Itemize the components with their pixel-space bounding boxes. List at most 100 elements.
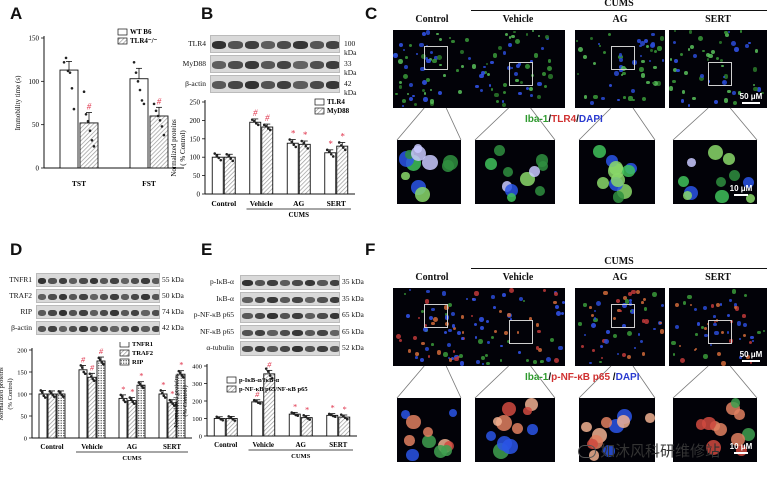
- cell-marker: [680, 357, 686, 363]
- blot-band: [38, 294, 47, 301]
- scale-bar-label: 10 μM: [729, 442, 753, 451]
- data-point: [138, 88, 142, 92]
- blot-band: [325, 81, 339, 89]
- cell-marker: [427, 355, 431, 358]
- data-point: [83, 372, 87, 376]
- blot-band: [293, 81, 308, 89]
- cell-marker: [401, 409, 411, 419]
- cell-marker: [641, 319, 646, 323]
- group-label: CUMS: [291, 453, 311, 460]
- micrograph-overview: [669, 288, 767, 366]
- cell-marker: [578, 322, 582, 326]
- cell-marker: [622, 295, 627, 300]
- cell-marker: [714, 422, 728, 436]
- scale-bar-label: 50 μM: [739, 350, 763, 359]
- cell-marker: [425, 77, 431, 83]
- data-point: [160, 125, 164, 128]
- significance-mark: *: [170, 389, 175, 399]
- blot-kda-label: 33 kDa: [344, 59, 357, 77]
- data-point: [181, 375, 185, 379]
- cell-marker: [395, 92, 398, 96]
- blot-band: [79, 310, 88, 317]
- blot-band: [309, 81, 324, 89]
- cell-marker: [644, 319, 649, 324]
- cell-marker: [732, 91, 736, 96]
- cell-marker: [697, 36, 703, 42]
- blot-strip: [240, 324, 340, 339]
- data-point: [343, 148, 347, 152]
- blot-band: [254, 296, 265, 303]
- blot-band-name: p-NF-κB p65: [193, 310, 234, 320]
- blot-band: [110, 278, 119, 285]
- blot-band: [325, 41, 339, 49]
- bar: [211, 156, 224, 195]
- cell-marker: [742, 333, 746, 337]
- x-tick-label: Vehicle: [252, 441, 274, 449]
- zoom-region: [708, 62, 733, 86]
- cell-marker: [516, 63, 521, 68]
- cell-marker: [486, 62, 489, 65]
- data-point: [231, 159, 235, 163]
- blot-band: [79, 278, 88, 285]
- cell-marker: [599, 360, 602, 364]
- legend-label: p-IκB-α/IκB-α: [239, 377, 279, 384]
- cell-marker: [596, 176, 609, 190]
- data-point: [215, 154, 219, 158]
- data-point: [292, 143, 296, 146]
- y-tick-label: 0: [36, 165, 40, 173]
- cell-marker: [508, 288, 514, 294]
- cell-marker: [484, 70, 488, 74]
- cell-marker: [693, 348, 697, 351]
- cell-marker: [589, 361, 592, 365]
- blot-band: [69, 326, 78, 333]
- blot-band: [131, 294, 140, 301]
- cell-marker: [471, 315, 474, 318]
- cell-marker: [639, 339, 644, 344]
- cell-marker: [430, 101, 435, 107]
- chart-panel-a: 0 50 100 150 Immobility time (s) TST # FST # WT B…: [14, 28, 184, 188]
- cell-marker: [500, 344, 503, 348]
- cell-marker: [450, 312, 456, 317]
- significance-mark: *: [121, 384, 126, 394]
- y-tick-label: 200: [192, 399, 202, 406]
- data-point: [219, 417, 223, 421]
- x-tick-label: Vehicle: [81, 443, 103, 451]
- data-point: [91, 377, 95, 381]
- blot-band: [254, 329, 265, 336]
- cell-marker: [745, 193, 756, 204]
- bar: [129, 78, 149, 169]
- cell-marker: [593, 145, 607, 159]
- cell-marker: [675, 324, 680, 330]
- bar: [56, 393, 66, 439]
- cell-marker: [755, 49, 759, 53]
- x-tick-label: Control: [40, 443, 63, 451]
- blot-band: [141, 326, 150, 333]
- blot-band: [79, 294, 88, 301]
- cell-marker: [635, 289, 640, 294]
- x-tick-label: AG: [127, 443, 138, 451]
- bar: [38, 393, 48, 439]
- cell-marker: [422, 154, 438, 170]
- y-axis-label: Normalized proteins: [173, 374, 180, 428]
- data-point: [62, 60, 66, 64]
- cell-marker: [430, 50, 434, 55]
- cell-marker: [451, 356, 454, 360]
- data-point: [300, 139, 304, 143]
- scale-bar: 50 μM: [737, 92, 765, 104]
- data-point: [120, 395, 124, 398]
- x-tick-label: AG: [293, 199, 304, 208]
- cell-marker: [621, 66, 627, 72]
- cell-marker: [536, 94, 542, 100]
- blot-strip: [36, 273, 160, 287]
- blot-strip: [210, 75, 340, 93]
- bar: [87, 376, 97, 439]
- cell-marker: [405, 314, 410, 319]
- cell-marker: [757, 330, 761, 335]
- cell-marker: [548, 74, 553, 79]
- scale-bar-line: [734, 194, 748, 196]
- data-point: [142, 102, 146, 106]
- bar: [336, 145, 349, 195]
- significance-mark: #: [255, 389, 260, 399]
- cell-marker: [422, 80, 428, 86]
- group-bracket: [471, 268, 767, 269]
